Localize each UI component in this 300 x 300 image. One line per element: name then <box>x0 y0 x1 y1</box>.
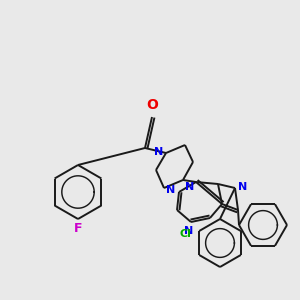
Text: N: N <box>184 226 194 236</box>
Text: N: N <box>238 182 247 192</box>
Text: F: F <box>74 222 82 235</box>
Text: O: O <box>146 98 158 112</box>
Text: Cl: Cl <box>179 229 191 239</box>
Text: N: N <box>185 182 194 192</box>
Text: N: N <box>154 147 163 157</box>
Text: N: N <box>166 185 175 195</box>
